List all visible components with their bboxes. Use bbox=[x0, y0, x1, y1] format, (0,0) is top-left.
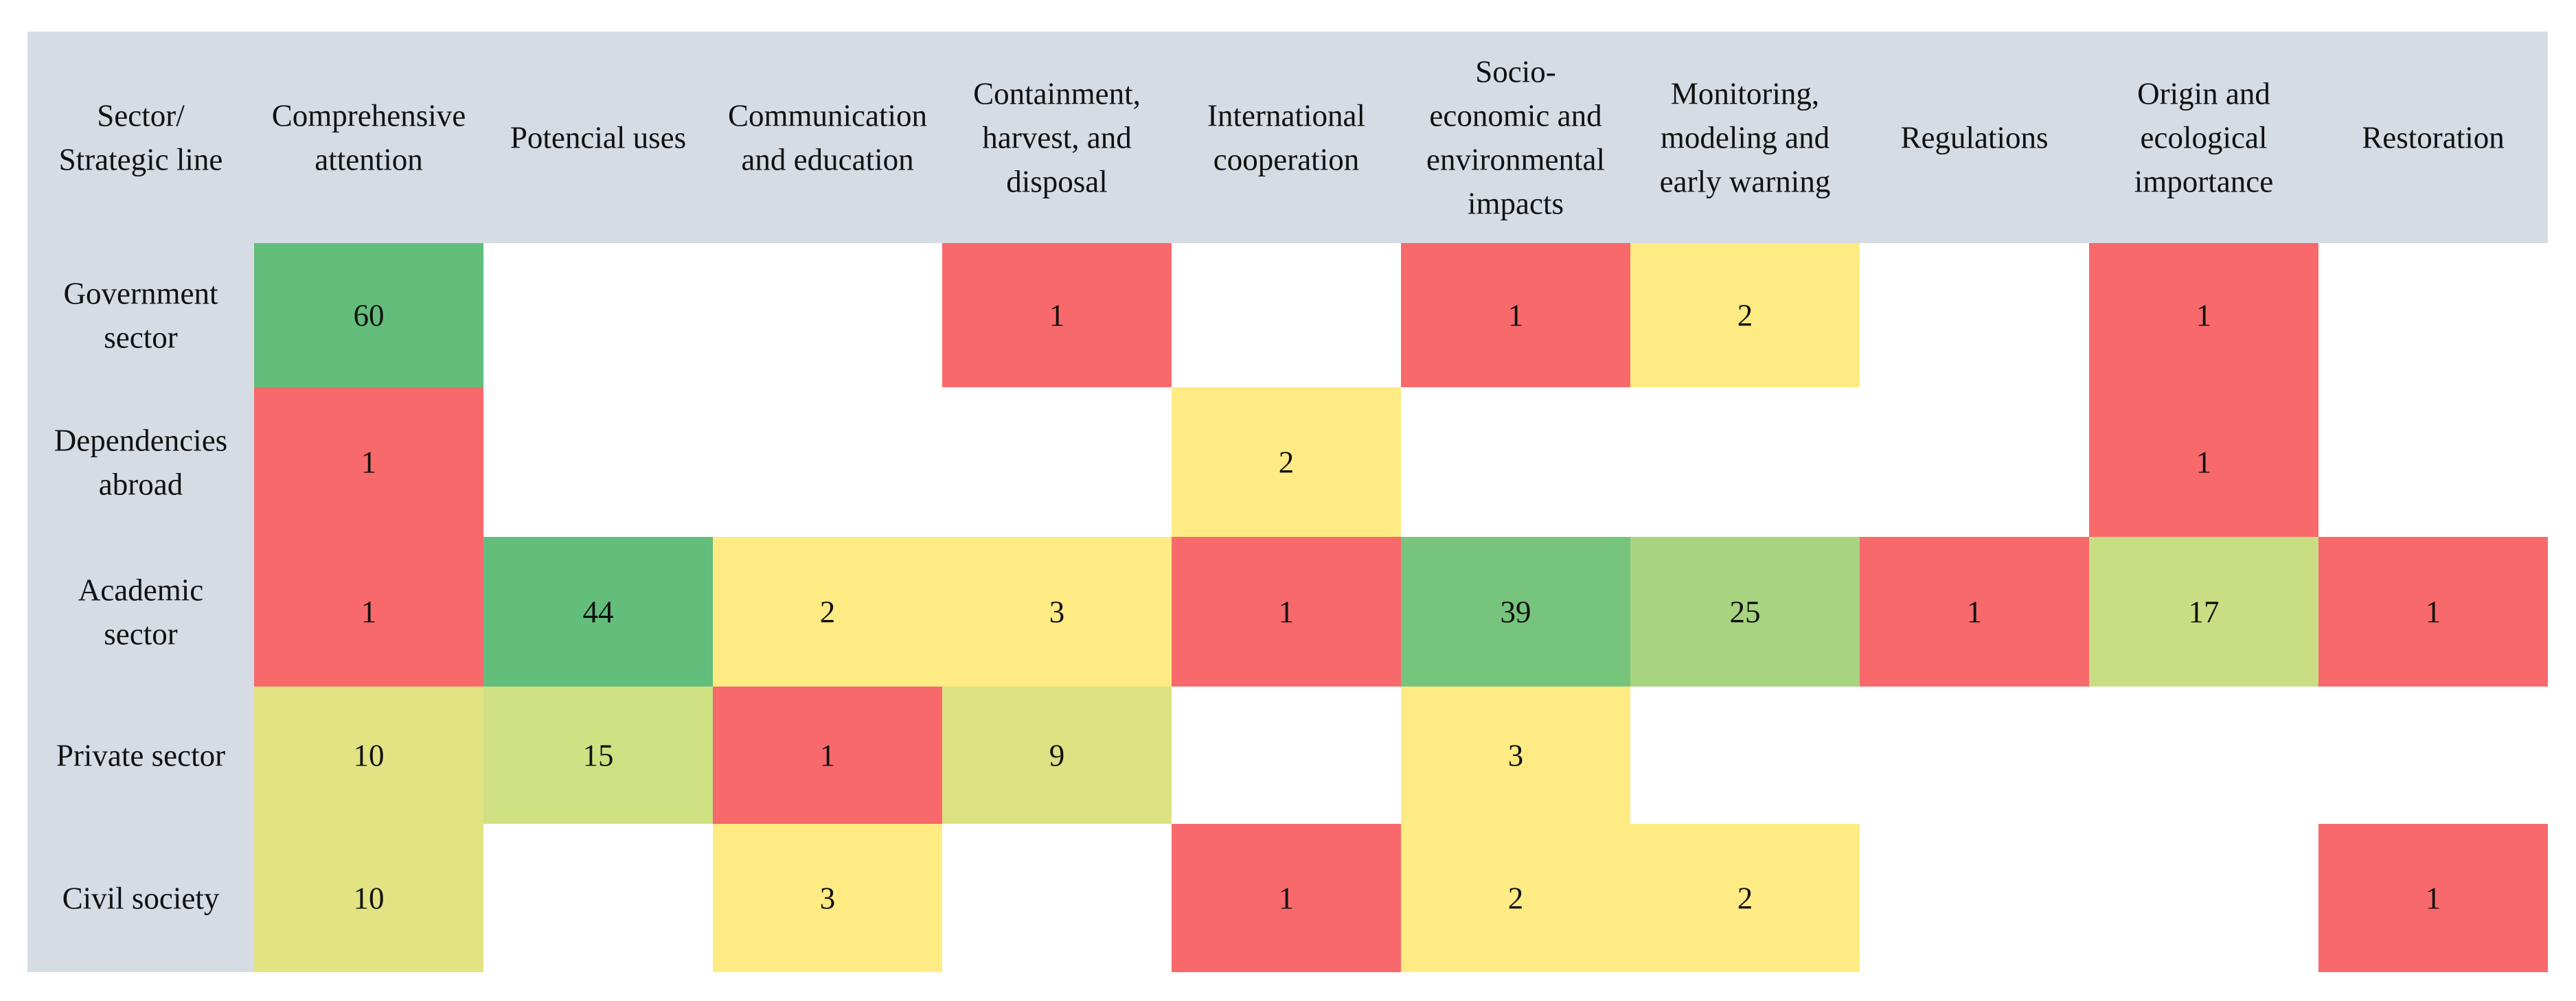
heatmap-cell bbox=[713, 537, 942, 687]
cell-value-label: 2 bbox=[1279, 445, 1295, 479]
heatmap-cell bbox=[713, 824, 942, 972]
row-header-band bbox=[27, 243, 254, 972]
heatmap-cell bbox=[2089, 537, 2318, 687]
column-header-international-cooperation: International cooperation bbox=[1207, 98, 1365, 176]
cell-value-label: 1 bbox=[361, 445, 377, 479]
cell-value-label: 25 bbox=[1730, 595, 1761, 629]
cell-value-label: 60 bbox=[354, 298, 385, 332]
cell-value-label: 1 bbox=[1279, 595, 1295, 629]
heatmap-cell bbox=[254, 824, 483, 972]
column-header-band bbox=[27, 32, 2548, 243]
cell-value-label: 3 bbox=[1508, 738, 1524, 772]
heatmap-cell bbox=[713, 687, 942, 824]
cell-value-label: 2 bbox=[1737, 298, 1753, 332]
heatmap-cell bbox=[1172, 537, 1401, 687]
heatmap-cell bbox=[942, 537, 1172, 687]
cell-value-label: 39 bbox=[1501, 595, 1531, 629]
heatmap-cell bbox=[1630, 824, 1860, 972]
heatmap-cell bbox=[1401, 537, 1630, 687]
cell-value-label: 9 bbox=[1049, 738, 1065, 772]
heatmap-cell bbox=[1630, 537, 1860, 687]
heatmap-cell bbox=[1172, 387, 1401, 537]
cell-value-label: 2 bbox=[1508, 881, 1524, 915]
heatmap-cell bbox=[254, 387, 483, 537]
row-header-private-sector: Private sector bbox=[56, 738, 225, 772]
heatmap-cell bbox=[2089, 243, 2318, 387]
heatmap-cell bbox=[1630, 243, 1860, 387]
cell-value-label: 10 bbox=[354, 738, 385, 772]
heatmap-cell bbox=[942, 243, 1172, 387]
column-header-socioeconomic-environmental-impacts: Socio-economic and environmental impacts bbox=[1426, 54, 1605, 220]
row-header-government-sector: Government sector bbox=[64, 276, 218, 354]
column-header-comprehensive-attention: Comprehensive attention bbox=[272, 98, 466, 176]
cell-value-label: 1 bbox=[2426, 595, 2441, 629]
cell-value-label: 44 bbox=[583, 595, 614, 629]
heatmap-cell bbox=[2318, 537, 2548, 687]
cell-value-label: 1 bbox=[2196, 445, 2212, 479]
heatmap-cell bbox=[254, 687, 483, 824]
row-header-civil-society: Civil society bbox=[62, 881, 220, 915]
cell-value-label: 3 bbox=[1049, 595, 1065, 629]
column-header-monitoring-modeling-early-warning: Monitoring, modeling and early warning bbox=[1660, 76, 1831, 198]
heatmap-cell bbox=[1860, 537, 2089, 687]
column-header-potencial-uses: Potencial uses bbox=[510, 120, 686, 154]
heatmap-cell bbox=[483, 537, 713, 687]
cell-value-label: 2 bbox=[820, 595, 836, 629]
column-header-containment-harvest-disposal: Containment, harvest, and disposal bbox=[973, 76, 1141, 198]
heatmap-cell bbox=[1172, 824, 1401, 972]
heatmap-cell bbox=[1401, 687, 1630, 824]
cell-value-label: 10 bbox=[354, 881, 385, 915]
row-header-academic-sector: Academic sector bbox=[78, 573, 203, 651]
cell-value-label: 1 bbox=[1967, 595, 1983, 629]
cell-value-label: 1 bbox=[361, 595, 377, 629]
heatmap-cell bbox=[2318, 824, 2548, 972]
heatmap-cell bbox=[1401, 243, 1630, 387]
cell-value-label: 1 bbox=[1279, 881, 1295, 915]
heatmap-cell bbox=[483, 687, 713, 824]
cell-value-label: 2 bbox=[1737, 881, 1753, 915]
heatmap-cell bbox=[2089, 387, 2318, 537]
column-header-restoration: Restoration bbox=[2362, 120, 2504, 154]
cell-value-label: 1 bbox=[820, 738, 836, 772]
cell-value-label: 1 bbox=[1508, 298, 1524, 332]
cell-value-label: 1 bbox=[2196, 298, 2212, 332]
corner-label: Sector/Strategic line bbox=[59, 98, 223, 176]
cell-value-label: 17 bbox=[2189, 595, 2220, 629]
cell-value-label: 1 bbox=[2426, 881, 2441, 915]
cell-value-label: 15 bbox=[583, 738, 614, 772]
heatmap-cell bbox=[254, 243, 483, 387]
heatmap-cell bbox=[942, 687, 1172, 824]
column-header-origin-ecological-importance: Origin and ecological importance bbox=[2134, 76, 2273, 198]
column-header-regulations: Regulations bbox=[1901, 120, 2049, 154]
heatmap-cell bbox=[1401, 824, 1630, 972]
row-header-dependencies-abroad: Dependencies abroad bbox=[54, 423, 227, 501]
cell-value-label: 1 bbox=[1049, 298, 1065, 332]
cell-value-label: 3 bbox=[820, 881, 836, 915]
column-header-communication-education: Communication and education bbox=[728, 98, 927, 176]
heatmap-cell bbox=[254, 537, 483, 687]
